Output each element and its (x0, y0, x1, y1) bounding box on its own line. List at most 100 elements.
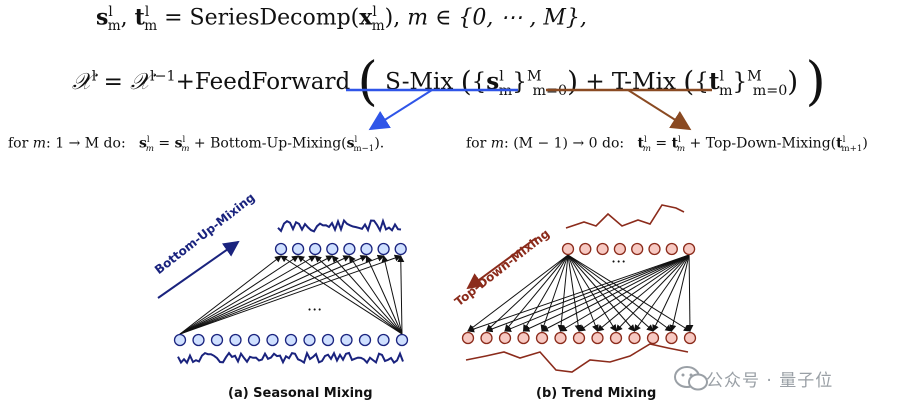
trend-node (609, 331, 623, 345)
trend-top-series (565, 204, 685, 229)
top-down-mixing-term: Top-Down-Mixing (705, 135, 831, 152)
seasonal-node (326, 242, 339, 256)
mixing-arrow (686, 254, 694, 332)
mixing-arrow (557, 254, 569, 332)
trend-node (561, 242, 575, 256)
trend-node (572, 331, 586, 345)
trend-node (498, 331, 512, 345)
symbol-t: t (134, 4, 145, 31)
seasonal-node (229, 333, 242, 347)
mixing-arrow (280, 255, 403, 335)
seasonal-node (377, 333, 390, 347)
trend-node (480, 331, 493, 345)
trend-node (631, 242, 644, 256)
mixing-arrow (179, 255, 368, 335)
bottom-up-mixing-term: Bottom-Up-Mixing (210, 135, 342, 152)
trend-node (628, 331, 641, 345)
seasonal-node (360, 242, 373, 256)
condition: m ∈ {0, ⋯ , M}, (407, 5, 587, 31)
mixing-arrow (540, 254, 569, 332)
watermark-text: 公众号 · 量子位 (706, 371, 834, 391)
mixing-arrow (179, 255, 299, 335)
mixing-arrow (567, 254, 599, 332)
trend-node (579, 242, 592, 256)
mixing-arrow (567, 254, 617, 332)
mixing-arrow (567, 254, 654, 332)
mixing-arrow (567, 254, 636, 332)
mixing-arrow (669, 254, 690, 332)
mixing-arrow (633, 254, 690, 332)
mixing-arrow (397, 255, 405, 335)
trend-node (596, 242, 609, 256)
seasonal-node (266, 333, 279, 347)
seasonal-node (291, 242, 305, 256)
trend-node (591, 331, 604, 345)
mixing-arrow (381, 255, 403, 335)
seasonal-node (247, 333, 261, 347)
seasonal-node (192, 333, 205, 347)
mixing-arrow (652, 254, 690, 332)
seasonal-top-series (277, 217, 402, 233)
seasonal-node (395, 333, 409, 347)
seasonal-node (358, 333, 372, 347)
mixing-arrow (297, 255, 403, 335)
trend-node (665, 242, 678, 256)
mixing-arrow (179, 255, 282, 335)
mixing-arrow (504, 254, 569, 332)
seasonal-node (274, 242, 288, 256)
trend-bottom-series (465, 343, 689, 373)
symbol-X: 𝒳 (72, 69, 92, 95)
seasonal-loop: for m: 1 → M do: slm = slm + Bottom-Up-M… (8, 135, 385, 155)
equation-series-decomp: slm, tlm = SeriesDecomp(xlm), m ∈ {0, ⋯ … (96, 4, 587, 34)
trend-node (613, 242, 627, 256)
bottom-up-arrow (157, 240, 240, 299)
mixing-arrow (596, 254, 690, 332)
trend-node (665, 331, 678, 345)
mixing-arrow (179, 255, 351, 335)
mixing-arrow (615, 254, 690, 332)
mixing-arrow (365, 255, 403, 335)
top-down-arrow (466, 237, 537, 290)
trend-ellipsis: ··· (611, 252, 627, 271)
seasonal-node (377, 242, 390, 256)
wechat-icon (674, 366, 708, 391)
s-mix-underline (346, 88, 518, 131)
trend-node (517, 331, 530, 345)
trend-node (683, 331, 697, 345)
mixing-arrow (348, 255, 403, 335)
trend-node (535, 331, 549, 345)
trend-loop: for m: (M − 1) → 0 do: tlm = tlm + Top-D… (466, 135, 868, 155)
mixing-arrow (314, 255, 403, 335)
trend-node (648, 242, 661, 256)
trend-node (682, 242, 696, 256)
seasonal-node (284, 333, 298, 347)
func-feedforward: FeedForward (194, 69, 351, 95)
mixing-arrow (467, 254, 569, 332)
trend-node (646, 331, 660, 345)
mixing-arrow (485, 254, 569, 332)
mixing-arrow (331, 255, 403, 335)
seasonal-node (394, 242, 407, 256)
seasonal-node (210, 333, 224, 347)
mixing-arrow (467, 254, 690, 333)
mixing-arrow (179, 255, 334, 335)
mixing-arrow (504, 254, 690, 332)
mixing-arrow (559, 254, 690, 332)
caption-seasonal: (a) Seasonal Mixing (228, 386, 373, 401)
symbol-s: s (96, 4, 109, 31)
seasonal-node (309, 242, 322, 256)
mixing-arrow (522, 254, 690, 332)
seasonal-node (340, 333, 353, 347)
caption-trend: (b) Trend Mixing (536, 386, 657, 401)
mixing-arrow (179, 254, 402, 335)
mixing-arrow (567, 254, 673, 332)
trend-panel (461, 204, 697, 373)
seasonal-bottom-series (177, 350, 404, 365)
mixing-arrow (179, 255, 317, 335)
mixing-arrow (179, 254, 385, 335)
trend-node (554, 331, 567, 345)
mixing-arrow (567, 254, 582, 332)
seasonal-ellipsis: ··· (307, 300, 323, 319)
seasonal-node (343, 242, 356, 256)
t-mix-underline (546, 88, 712, 131)
